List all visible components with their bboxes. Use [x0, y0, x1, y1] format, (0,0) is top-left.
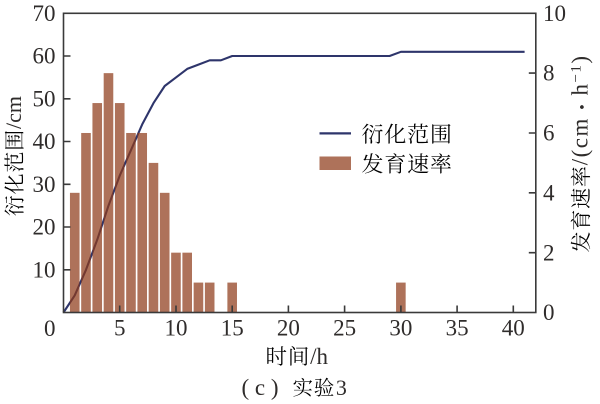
- svg-text:35: 35: [446, 315, 469, 340]
- svg-text:50: 50: [33, 86, 56, 111]
- svg-text:10: 10: [165, 315, 188, 340]
- svg-text:5: 5: [114, 315, 126, 340]
- svg-text:20: 20: [33, 215, 56, 240]
- svg-text:0: 0: [44, 316, 56, 341]
- svg-text:30: 30: [389, 315, 412, 340]
- svg-text:25: 25: [333, 315, 356, 340]
- svg-text:30: 30: [33, 172, 56, 197]
- svg-text:40: 40: [33, 129, 56, 154]
- svg-text:40: 40: [502, 315, 525, 340]
- svg-text:0: 0: [543, 300, 555, 325]
- svg-text:70: 70: [33, 1, 56, 26]
- svg-text:15: 15: [221, 315, 244, 340]
- svg-text:60: 60: [33, 44, 56, 69]
- svg-text:/h: /h: [310, 344, 328, 369]
- svg-text:( c ): ( c ): [242, 375, 279, 400]
- svg-text:8: 8: [543, 61, 555, 86]
- svg-text:2: 2: [543, 240, 555, 265]
- svg-text:10: 10: [33, 257, 56, 282]
- svg-text:20: 20: [277, 315, 300, 340]
- svg-text:10: 10: [543, 1, 566, 26]
- svg-text:6: 6: [543, 121, 555, 146]
- svg-text:4: 4: [543, 180, 555, 205]
- svg-text:/cm: /cm: [1, 96, 26, 129]
- svg-text:3: 3: [336, 375, 347, 400]
